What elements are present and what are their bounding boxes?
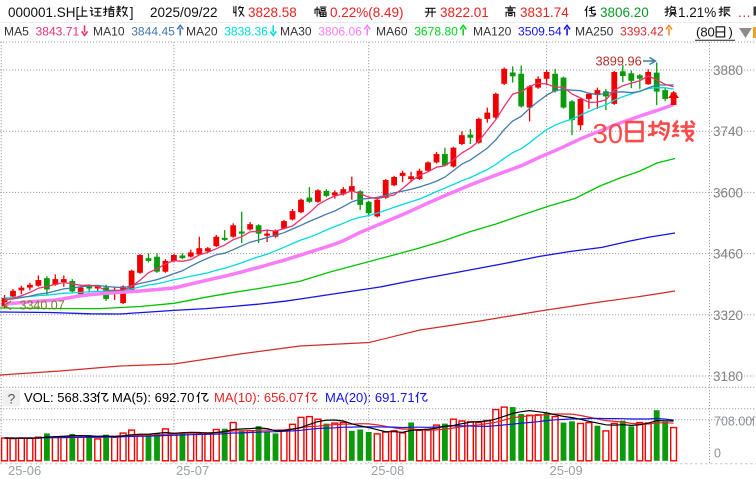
- svg-text:3844.45: 3844.45: [131, 24, 175, 38]
- svg-text:3843.71: 3843.71: [36, 24, 80, 38]
- svg-text:MA(5): 692.70: MA(5): 692.70: [112, 390, 194, 405]
- svg-text:MA30: MA30: [280, 24, 312, 38]
- svg-text:0.22%(8.49): 0.22%(8.49): [330, 5, 404, 20]
- svg-text:MA250: MA250: [575, 24, 614, 38]
- svg-text:2025/09/22: 2025/09/22: [150, 5, 218, 20]
- svg-text:MA(20): 691.71: MA(20): 691.71: [325, 390, 415, 405]
- svg-text:3340.07: 3340.07: [20, 299, 65, 313]
- svg-text:?: ?: [8, 391, 16, 407]
- svg-text:…: …: [738, 5, 752, 20]
- svg-text:3806.20: 3806.20: [600, 5, 649, 20]
- svg-text:3838.36: 3838.36: [224, 24, 268, 38]
- svg-text:3320: 3320: [713, 308, 743, 323]
- svg-text:3509.54: 3509.54: [518, 24, 562, 38]
- svg-text:30: 30: [593, 118, 624, 149]
- svg-text:3600: 3600: [713, 185, 743, 200]
- svg-text:3393.42: 3393.42: [620, 24, 664, 38]
- svg-text:MA10: MA10: [93, 24, 125, 38]
- svg-text:MA60: MA60: [376, 24, 408, 38]
- svg-text:): ): [729, 24, 733, 39]
- svg-text:3831.74: 3831.74: [520, 5, 569, 20]
- svg-text:MA(10): 656.07: MA(10): 656.07: [214, 390, 304, 405]
- svg-text:3460: 3460: [713, 247, 743, 262]
- svg-text:3822.01: 3822.01: [440, 5, 489, 20]
- svg-text:3180: 3180: [713, 369, 743, 384]
- svg-text:3899.96: 3899.96: [596, 54, 642, 69]
- svg-text:25-06: 25-06: [8, 463, 41, 478]
- svg-text:0: 0: [714, 447, 721, 461]
- svg-text:25-09: 25-09: [550, 463, 583, 478]
- svg-text:MA5: MA5: [4, 24, 29, 38]
- svg-text:VOL: 568.33: VOL: 568.33: [24, 390, 97, 405]
- svg-text:MA120: MA120: [473, 24, 512, 38]
- svg-text:1.21%: 1.21%: [678, 5, 716, 20]
- svg-text:3828.58: 3828.58: [248, 5, 297, 20]
- svg-text:3740: 3740: [713, 124, 743, 139]
- svg-text:(80: (80: [696, 24, 715, 39]
- svg-text:708.00: 708.00: [714, 415, 752, 429]
- svg-text:]: ]: [130, 5, 134, 20]
- svg-text:25-08: 25-08: [371, 463, 404, 478]
- svg-text:MA20: MA20: [186, 24, 218, 38]
- svg-text:3880: 3880: [713, 63, 743, 78]
- svg-text:25-07: 25-07: [176, 463, 209, 478]
- svg-text:3678.80: 3678.80: [414, 24, 458, 38]
- svg-text:3806.06: 3806.06: [318, 24, 362, 38]
- svg-text:000001.SH[: 000001.SH[: [8, 5, 80, 20]
